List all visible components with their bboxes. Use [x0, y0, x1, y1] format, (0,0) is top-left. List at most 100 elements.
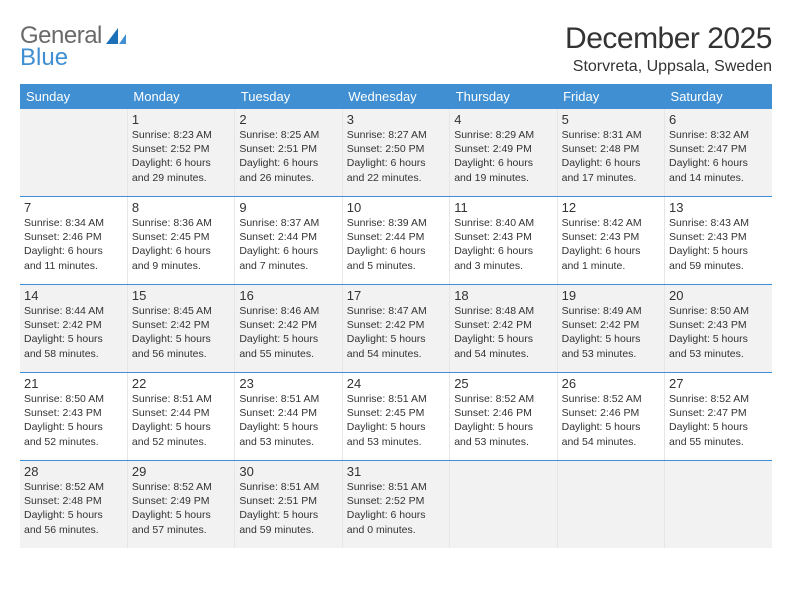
- sunrise-text: Sunrise: 8:49 AM: [562, 304, 660, 318]
- sunset-text: Sunset: 2:43 PM: [669, 230, 768, 244]
- sunrise-text: Sunrise: 8:23 AM: [132, 128, 230, 142]
- sunset-text: Sunset: 2:52 PM: [132, 142, 230, 156]
- day-number: 18: [454, 288, 552, 304]
- day-number: [669, 464, 768, 465]
- day-info: Sunrise: 8:50 AMSunset: 2:43 PMDaylight:…: [669, 304, 768, 361]
- sunset-text: Sunset: 2:42 PM: [239, 318, 337, 332]
- day-info: Sunrise: 8:51 AMSunset: 2:44 PMDaylight:…: [132, 392, 230, 449]
- calendar-cell: 4Sunrise: 8:29 AMSunset: 2:49 PMDaylight…: [450, 109, 557, 197]
- sunrise-text: Sunrise: 8:44 AM: [24, 304, 123, 318]
- sunset-text: Sunset: 2:46 PM: [562, 406, 660, 420]
- day-number: 5: [562, 112, 660, 128]
- sunset-text: Sunset: 2:44 PM: [239, 230, 337, 244]
- day-number: 8: [132, 200, 230, 216]
- calendar-cell: 16Sunrise: 8:46 AMSunset: 2:42 PMDayligh…: [235, 285, 342, 373]
- day-number: 31: [347, 464, 445, 480]
- weekday-tuesday: Tuesday: [235, 84, 342, 109]
- calendar-cell: [20, 109, 127, 197]
- calendar-cell: 21Sunrise: 8:50 AMSunset: 2:43 PMDayligh…: [20, 373, 127, 461]
- page: General Blue December 2025 Storvreta, Up…: [0, 0, 792, 548]
- calendar-cell: 15Sunrise: 8:45 AMSunset: 2:42 PMDayligh…: [127, 285, 234, 373]
- day-info: Sunrise: 8:42 AMSunset: 2:43 PMDaylight:…: [562, 216, 660, 273]
- sunset-text: Sunset: 2:42 PM: [24, 318, 123, 332]
- sunrise-text: Sunrise: 8:32 AM: [669, 128, 768, 142]
- calendar-cell: 6Sunrise: 8:32 AMSunset: 2:47 PMDaylight…: [665, 109, 772, 197]
- sunrise-text: Sunrise: 8:51 AM: [347, 392, 445, 406]
- sunrise-text: Sunrise: 8:50 AM: [24, 392, 123, 406]
- calendar-cell: 24Sunrise: 8:51 AMSunset: 2:45 PMDayligh…: [342, 373, 449, 461]
- sunset-text: Sunset: 2:44 PM: [132, 406, 230, 420]
- sunrise-text: Sunrise: 8:51 AM: [239, 480, 337, 494]
- day-info: Sunrise: 8:40 AMSunset: 2:43 PMDaylight:…: [454, 216, 552, 273]
- daylight-text: Daylight: 5 hours and 53 minutes.: [347, 420, 445, 448]
- sunset-text: Sunset: 2:52 PM: [347, 494, 445, 508]
- day-number: 29: [132, 464, 230, 480]
- calendar-table: Sunday Monday Tuesday Wednesday Thursday…: [20, 84, 772, 548]
- sunrise-text: Sunrise: 8:46 AM: [239, 304, 337, 318]
- sunrise-text: Sunrise: 8:37 AM: [239, 216, 337, 230]
- calendar-body: 1Sunrise: 8:23 AMSunset: 2:52 PMDaylight…: [20, 109, 772, 548]
- daylight-text: Daylight: 6 hours and 1 minute.: [562, 244, 660, 272]
- sunrise-text: Sunrise: 8:31 AM: [562, 128, 660, 142]
- weekday-monday: Monday: [127, 84, 234, 109]
- weekday-saturday: Saturday: [665, 84, 772, 109]
- day-info: Sunrise: 8:51 AMSunset: 2:52 PMDaylight:…: [347, 480, 445, 537]
- sunset-text: Sunset: 2:44 PM: [347, 230, 445, 244]
- day-info: Sunrise: 8:39 AMSunset: 2:44 PMDaylight:…: [347, 216, 445, 273]
- sunrise-text: Sunrise: 8:27 AM: [347, 128, 445, 142]
- daylight-text: Daylight: 5 hours and 53 minutes.: [239, 420, 337, 448]
- day-number: 22: [132, 376, 230, 392]
- day-info: Sunrise: 8:45 AMSunset: 2:42 PMDaylight:…: [132, 304, 230, 361]
- sunset-text: Sunset: 2:43 PM: [669, 318, 768, 332]
- calendar-cell: 27Sunrise: 8:52 AMSunset: 2:47 PMDayligh…: [665, 373, 772, 461]
- sunrise-text: Sunrise: 8:52 AM: [562, 392, 660, 406]
- calendar-cell: 8Sunrise: 8:36 AMSunset: 2:45 PMDaylight…: [127, 197, 234, 285]
- calendar-cell: 17Sunrise: 8:47 AMSunset: 2:42 PMDayligh…: [342, 285, 449, 373]
- sunset-text: Sunset: 2:46 PM: [24, 230, 123, 244]
- calendar-cell: 12Sunrise: 8:42 AMSunset: 2:43 PMDayligh…: [557, 197, 664, 285]
- daylight-text: Daylight: 6 hours and 19 minutes.: [454, 156, 552, 184]
- sunset-text: Sunset: 2:42 PM: [132, 318, 230, 332]
- daylight-text: Daylight: 5 hours and 52 minutes.: [132, 420, 230, 448]
- calendar-cell: 23Sunrise: 8:51 AMSunset: 2:44 PMDayligh…: [235, 373, 342, 461]
- day-number: 13: [669, 200, 768, 216]
- calendar-cell: 10Sunrise: 8:39 AMSunset: 2:44 PMDayligh…: [342, 197, 449, 285]
- day-info: Sunrise: 8:51 AMSunset: 2:45 PMDaylight:…: [347, 392, 445, 449]
- calendar-cell: 30Sunrise: 8:51 AMSunset: 2:51 PMDayligh…: [235, 461, 342, 549]
- calendar-cell: 7Sunrise: 8:34 AMSunset: 2:46 PMDaylight…: [20, 197, 127, 285]
- sunset-text: Sunset: 2:45 PM: [347, 406, 445, 420]
- day-info: Sunrise: 8:52 AMSunset: 2:46 PMDaylight:…: [454, 392, 552, 449]
- daylight-text: Daylight: 6 hours and 11 minutes.: [24, 244, 123, 272]
- daylight-text: Daylight: 6 hours and 9 minutes.: [132, 244, 230, 272]
- day-info: Sunrise: 8:31 AMSunset: 2:48 PMDaylight:…: [562, 128, 660, 185]
- calendar-cell: 26Sunrise: 8:52 AMSunset: 2:46 PMDayligh…: [557, 373, 664, 461]
- sunset-text: Sunset: 2:44 PM: [239, 406, 337, 420]
- day-info: Sunrise: 8:50 AMSunset: 2:43 PMDaylight:…: [24, 392, 123, 449]
- daylight-text: Daylight: 5 hours and 59 minutes.: [669, 244, 768, 272]
- daylight-text: Daylight: 6 hours and 7 minutes.: [239, 244, 337, 272]
- day-number: 17: [347, 288, 445, 304]
- calendar-cell: 18Sunrise: 8:48 AMSunset: 2:42 PMDayligh…: [450, 285, 557, 373]
- weekday-thursday: Thursday: [450, 84, 557, 109]
- day-number: 25: [454, 376, 552, 392]
- header: General Blue December 2025 Storvreta, Up…: [20, 22, 772, 76]
- sunrise-text: Sunrise: 8:52 AM: [24, 480, 123, 494]
- day-info: Sunrise: 8:52 AMSunset: 2:46 PMDaylight:…: [562, 392, 660, 449]
- sunrise-text: Sunrise: 8:36 AM: [132, 216, 230, 230]
- calendar-cell: [557, 461, 664, 549]
- location: Storvreta, Uppsala, Sweden: [565, 58, 772, 76]
- sunrise-text: Sunrise: 8:51 AM: [347, 480, 445, 494]
- calendar-row: 21Sunrise: 8:50 AMSunset: 2:43 PMDayligh…: [20, 373, 772, 461]
- daylight-text: Daylight: 5 hours and 59 minutes.: [239, 508, 337, 536]
- sunrise-text: Sunrise: 8:25 AM: [239, 128, 337, 142]
- sunset-text: Sunset: 2:51 PM: [239, 494, 337, 508]
- calendar-cell: 14Sunrise: 8:44 AMSunset: 2:42 PMDayligh…: [20, 285, 127, 373]
- weekday-header-row: Sunday Monday Tuesday Wednesday Thursday…: [20, 84, 772, 109]
- day-info: Sunrise: 8:49 AMSunset: 2:42 PMDaylight:…: [562, 304, 660, 361]
- sunrise-text: Sunrise: 8:51 AM: [239, 392, 337, 406]
- calendar-row: 14Sunrise: 8:44 AMSunset: 2:42 PMDayligh…: [20, 285, 772, 373]
- sunset-text: Sunset: 2:42 PM: [562, 318, 660, 332]
- day-number: 1: [132, 112, 230, 128]
- daylight-text: Daylight: 6 hours and 5 minutes.: [347, 244, 445, 272]
- day-info: Sunrise: 8:29 AMSunset: 2:49 PMDaylight:…: [454, 128, 552, 185]
